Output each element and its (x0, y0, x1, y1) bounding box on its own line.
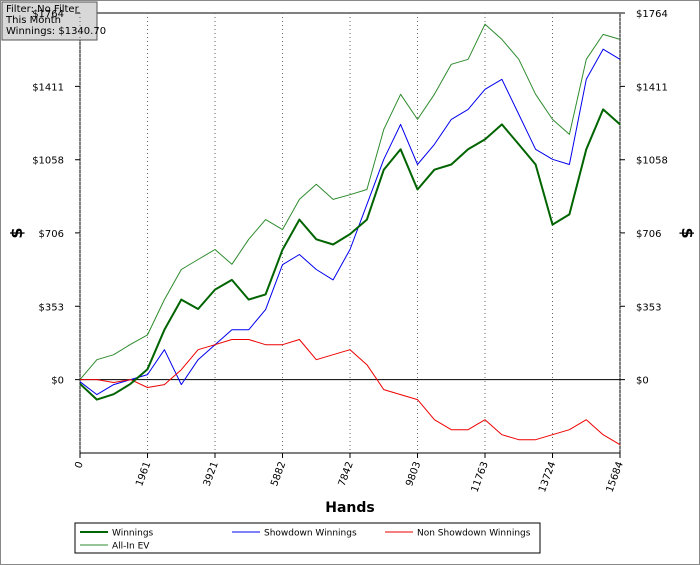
legend-label: Non Showdown Winnings (417, 529, 531, 539)
info-line: Winnings: $1340.70 (6, 26, 106, 37)
info-line: Filter: No Filter (6, 4, 80, 15)
x-axis-label: Hands (325, 500, 375, 516)
y-tick-label: $706 (39, 229, 64, 240)
legend (74, 522, 541, 554)
y2-tick-label: $0 (636, 376, 649, 387)
y-axis-label: $ (7, 227, 26, 238)
y-tick-label: $1411 (32, 82, 64, 93)
legend-label: Showdown Winnings (264, 529, 357, 539)
y-tick-label: $353 (39, 302, 64, 313)
y-tick-label: $0 (51, 376, 64, 387)
info-bg (1, 1, 98, 41)
y-tick-label: $1058 (32, 156, 64, 167)
y2-tick-label: $1764 (636, 9, 668, 20)
y2-tick-label: $706 (636, 229, 661, 240)
y2-axis-label: $ (678, 227, 697, 238)
y2-tick-label: $1058 (636, 156, 668, 167)
legend-label: Winnings (112, 529, 154, 539)
series-line (80, 339, 621, 446)
legend-label: All-In EV (112, 542, 150, 552)
series-line (79, 23, 621, 380)
y2-tick-label: $353 (636, 302, 661, 313)
y2-tick-label: $1411 (636, 82, 668, 93)
series-line (79, 108, 621, 401)
series-line (79, 48, 621, 396)
y-tick-label: $1764 (32, 9, 64, 20)
info-line: This Month (5, 15, 61, 26)
x-tick-label: 0 (73, 460, 86, 470)
